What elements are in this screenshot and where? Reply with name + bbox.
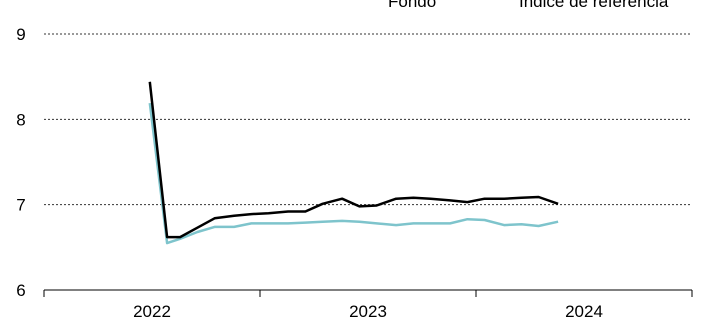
- series-line-fondo: [148, 81, 559, 239]
- x-tick-label: 2024: [565, 302, 603, 321]
- y-tick-label: 9: [16, 25, 25, 44]
- x-axis: 2022 2023 2024: [43, 289, 693, 321]
- series-lines: [148, 81, 559, 245]
- legend-label-fondo: Fondo: [388, 0, 436, 11]
- y-tick-label: 8: [16, 110, 25, 129]
- x-tick-label: 2022: [133, 302, 171, 321]
- y-tick-label: 6: [16, 281, 25, 300]
- x-tick-label: 2023: [349, 302, 387, 321]
- legend-label-indice: Índice de referencia: [519, 0, 669, 11]
- legend: Fondo Índice de referencia: [388, 0, 669, 11]
- gridlines: [44, 33, 692, 206]
- y-tick-label: 7: [16, 196, 25, 215]
- series-line-indice: [148, 102, 559, 245]
- y-axis: 6 7 8 9: [16, 25, 25, 300]
